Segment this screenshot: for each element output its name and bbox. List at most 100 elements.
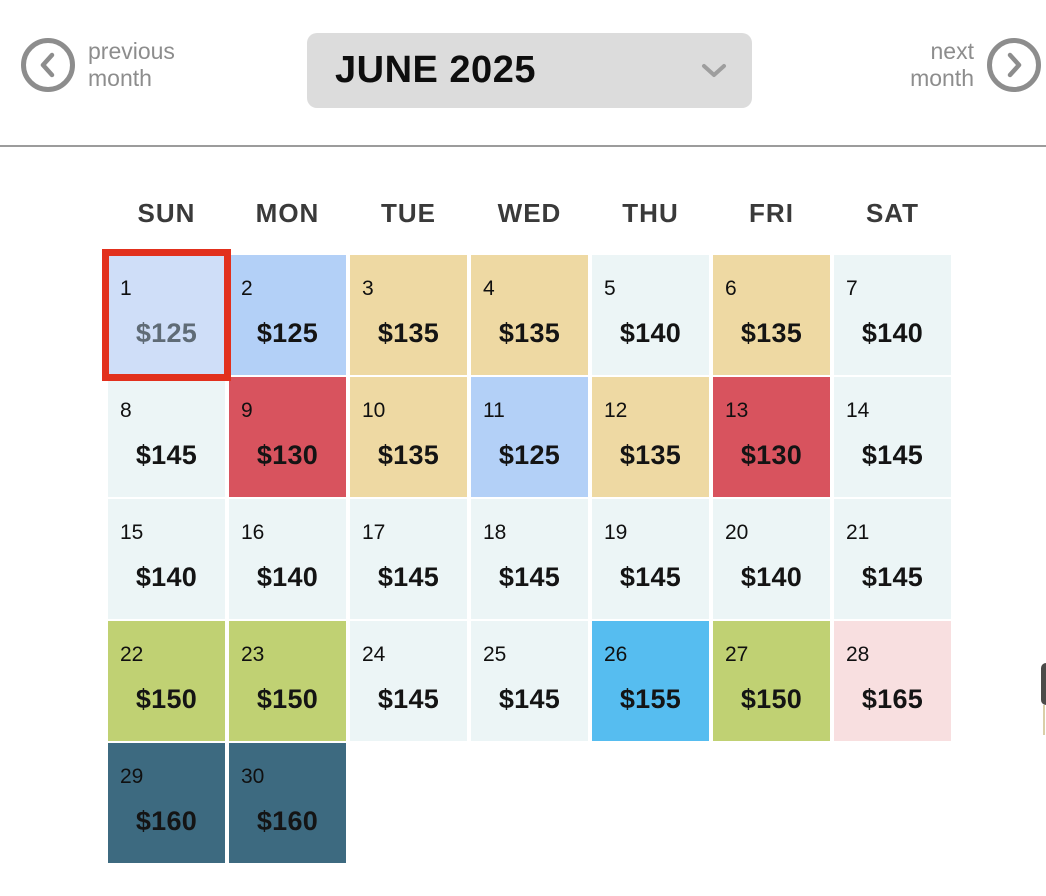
weekday-header-row: SUN MON TUE WED THU FRI SAT bbox=[108, 198, 951, 229]
day-price: $140 bbox=[861, 318, 924, 348]
day-price: $150 bbox=[740, 684, 803, 714]
day-number: 13 bbox=[725, 399, 749, 422]
next-month-button[interactable]: next month bbox=[910, 38, 1041, 92]
day-number: 29 bbox=[120, 765, 144, 788]
day-number: 15 bbox=[120, 521, 144, 544]
day-cell[interactable]: 13 $130 bbox=[713, 377, 830, 497]
day-cell[interactable]: 8 $145 bbox=[108, 377, 225, 497]
clipped-edge-artifact-line bbox=[1043, 705, 1045, 735]
day-number: 1 bbox=[120, 277, 132, 300]
day-price: $155 bbox=[619, 684, 682, 714]
day-cell[interactable]: 19 $145 bbox=[592, 499, 709, 619]
day-cell[interactable]: 3 $135 bbox=[350, 255, 467, 375]
day-number: 27 bbox=[725, 643, 749, 666]
day-cell[interactable]: 4 $135 bbox=[471, 255, 588, 375]
header-divider bbox=[0, 145, 1046, 147]
previous-month-label: previous month bbox=[88, 38, 175, 92]
day-number: 19 bbox=[604, 521, 628, 544]
day-price: $125 bbox=[256, 318, 319, 348]
day-price: $140 bbox=[740, 562, 803, 592]
day-cell[interactable]: 30 $160 bbox=[229, 743, 346, 863]
weekday-header: THU bbox=[622, 198, 679, 228]
weekday-header: FRI bbox=[749, 198, 794, 228]
previous-month-button[interactable]: previous month bbox=[21, 38, 175, 92]
day-price: $140 bbox=[135, 562, 198, 592]
day-number: 10 bbox=[362, 399, 386, 422]
day-cell[interactable]: 6 $135 bbox=[713, 255, 830, 375]
day-price: $145 bbox=[861, 562, 924, 592]
day-price: $160 bbox=[135, 806, 198, 836]
day-cell[interactable]: 23 $150 bbox=[229, 621, 346, 741]
day-number: 18 bbox=[483, 521, 507, 544]
day-price: $150 bbox=[256, 684, 319, 714]
day-cell[interactable]: 14 $145 bbox=[834, 377, 951, 497]
day-price: $165 bbox=[861, 684, 924, 714]
day-number: 28 bbox=[846, 643, 870, 666]
day-price: $150 bbox=[135, 684, 198, 714]
day-price: $145 bbox=[377, 684, 440, 714]
day-cell[interactable]: 29 $160 bbox=[108, 743, 225, 863]
day-price: $140 bbox=[256, 562, 319, 592]
day-cell[interactable]: 9 $130 bbox=[229, 377, 346, 497]
day-number: 5 bbox=[604, 277, 616, 300]
day-price: $130 bbox=[740, 440, 803, 470]
day-number: 30 bbox=[241, 765, 265, 788]
day-price: $145 bbox=[498, 684, 561, 714]
day-cell[interactable]: 28 $165 bbox=[834, 621, 951, 741]
day-cell[interactable]: 16 $140 bbox=[229, 499, 346, 619]
day-number: 6 bbox=[725, 277, 737, 300]
day-number: 25 bbox=[483, 643, 507, 666]
day-cell[interactable]: 27 $150 bbox=[713, 621, 830, 741]
month-title: JUNE 2025 bbox=[335, 49, 536, 91]
chevron-down-icon bbox=[702, 63, 726, 77]
day-price: $145 bbox=[377, 562, 440, 592]
day-number: 24 bbox=[362, 643, 386, 666]
day-price: $135 bbox=[619, 440, 682, 470]
day-price: $135 bbox=[498, 318, 561, 348]
day-price: $125 bbox=[498, 440, 561, 470]
day-cell[interactable]: 25 $145 bbox=[471, 621, 588, 741]
day-cell[interactable]: 24 $145 bbox=[350, 621, 467, 741]
day-number: 9 bbox=[241, 399, 253, 422]
weekday-header: SAT bbox=[865, 198, 920, 228]
day-cell[interactable]: 21 $145 bbox=[834, 499, 951, 619]
next-month-label: next month bbox=[910, 38, 974, 92]
day-cell[interactable]: 20 $140 bbox=[713, 499, 830, 619]
day-number: 4 bbox=[483, 277, 495, 300]
day-cell[interactable]: 22 $150 bbox=[108, 621, 225, 741]
day-cell[interactable]: 2 $125 bbox=[229, 255, 346, 375]
day-cell[interactable]: 12 $135 bbox=[592, 377, 709, 497]
day-price: $145 bbox=[498, 562, 561, 592]
chevron-right-circle-icon[interactable] bbox=[987, 38, 1041, 92]
day-number: 14 bbox=[846, 399, 870, 422]
day-cell[interactable]: 1 $125 bbox=[102, 249, 231, 381]
chevron-left-icon bbox=[40, 52, 55, 78]
chevron-left-circle-icon[interactable] bbox=[21, 38, 75, 92]
day-price: $135 bbox=[377, 318, 440, 348]
day-price: $135 bbox=[740, 318, 803, 348]
previous-month-label-line1: previous bbox=[88, 38, 175, 64]
day-cell[interactable]: 11 $125 bbox=[471, 377, 588, 497]
weekday-header: WED bbox=[497, 198, 562, 228]
day-cell[interactable]: 18 $145 bbox=[471, 499, 588, 619]
day-number: 7 bbox=[846, 277, 858, 300]
day-cell[interactable]: 7 $140 bbox=[834, 255, 951, 375]
day-price: $145 bbox=[619, 562, 682, 592]
day-cell[interactable]: 10 $135 bbox=[350, 377, 467, 497]
day-price: $130 bbox=[256, 440, 319, 470]
day-number: 2 bbox=[241, 277, 253, 300]
day-number: 20 bbox=[725, 521, 749, 544]
clipped-edge-artifact bbox=[1041, 663, 1046, 705]
day-cell[interactable]: 15 $140 bbox=[108, 499, 225, 619]
day-number: 26 bbox=[604, 643, 628, 666]
day-cell[interactable]: 17 $145 bbox=[350, 499, 467, 619]
day-number: 23 bbox=[241, 643, 265, 666]
day-price: $145 bbox=[135, 440, 198, 470]
day-number: 17 bbox=[362, 521, 386, 544]
day-cell[interactable]: 5 $140 bbox=[592, 255, 709, 375]
day-number: 22 bbox=[120, 643, 144, 666]
day-price: $160 bbox=[256, 806, 319, 836]
day-cell[interactable]: 26 $155 bbox=[592, 621, 709, 741]
day-price: $135 bbox=[377, 440, 440, 470]
month-selector-dropdown[interactable]: JUNE 2025 bbox=[307, 33, 752, 108]
